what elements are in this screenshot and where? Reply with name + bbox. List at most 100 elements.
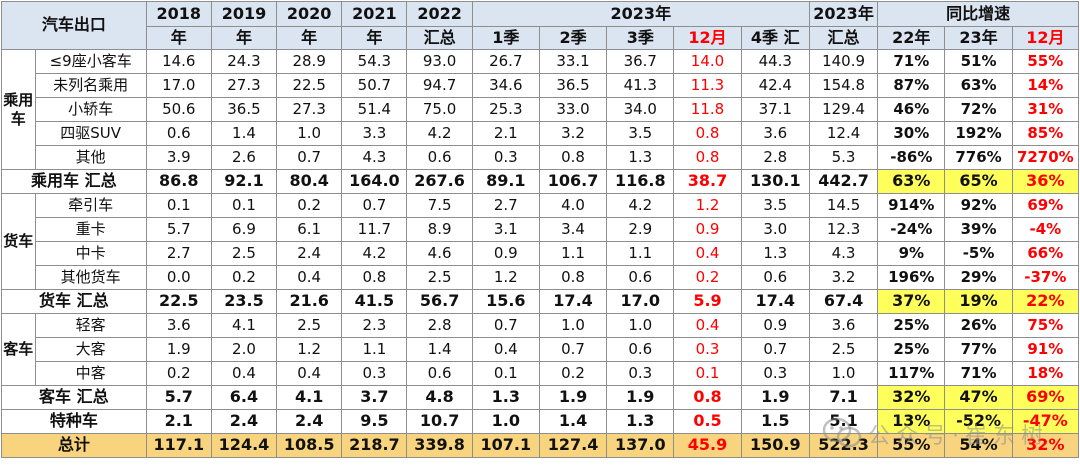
yoy-cell: 31% <box>1011 97 1080 122</box>
cell: 3.7 <box>341 385 408 410</box>
cell: 130.1 <box>740 169 810 194</box>
cell: 15.6 <box>471 289 540 314</box>
cell: 2.3 <box>341 313 408 338</box>
yoy-cell: -47% <box>1011 409 1080 434</box>
year-2021-top: 2021 <box>341 1 408 27</box>
yoy-cell: 19% <box>944 289 1013 314</box>
yoy-cell: 85% <box>1011 121 1080 146</box>
cell: 4.2 <box>606 193 675 218</box>
cell: 2.1 <box>471 121 540 146</box>
cell: 11.8 <box>673 97 742 122</box>
cell: 17.4 <box>740 289 810 314</box>
yoy-cell: -5% <box>944 241 1013 266</box>
group-label: 货车 <box>1 193 36 290</box>
cell: 7.5 <box>406 193 473 218</box>
cell: 0.6 <box>606 265 675 290</box>
cell: 0.9 <box>471 241 540 266</box>
cell: 33.0 <box>538 97 608 122</box>
cell: 3.2 <box>538 121 608 146</box>
cell: 3.5 <box>740 193 810 218</box>
cell: 36.7 <box>606 49 675 74</box>
cell: 3.2 <box>808 265 879 290</box>
cell: 1.4 <box>210 121 278 146</box>
quarter-q2: 2季 <box>538 26 608 50</box>
cell: 17.4 <box>538 289 608 314</box>
export-table: 汽车出口 2018 2019 2020 2021 2022 2023年 2023… <box>1 1 1080 458</box>
quarter-q1: 1季 <box>471 26 540 50</box>
yoy-cell: 18% <box>1011 361 1080 386</box>
cell: 0.1 <box>673 361 742 386</box>
cell: 0.0 <box>145 265 212 290</box>
yoy-cell: 54% <box>944 433 1013 458</box>
yoy-23: 23年 <box>944 26 1013 50</box>
yoy-22: 22年 <box>877 26 946 50</box>
group-label: 客车 <box>1 313 36 386</box>
yoy-cell: -4% <box>1011 217 1080 242</box>
cell: 267.6 <box>406 169 473 194</box>
cell: 6.9 <box>210 217 278 242</box>
cell: 36.5 <box>538 73 608 98</box>
quarter-q4: 4季 汇 <box>740 26 810 50</box>
row-label: 小轿车 <box>34 97 147 122</box>
year-2019-top: 2019 <box>210 1 278 27</box>
cell: 94.7 <box>406 73 473 98</box>
yoy-cell: 47% <box>944 385 1013 410</box>
header-row-1: 汽车出口 2018 2019 2020 2021 2022 2023年 2023… <box>1 1 1079 50</box>
yoy-cell: 69% <box>1011 193 1080 218</box>
cell: 107.1 <box>471 433 540 458</box>
cell: 27.3 <box>276 97 343 122</box>
row-label: 未列名乘用 <box>34 73 147 98</box>
cell: 51.4 <box>341 97 408 122</box>
cell: 0.1 <box>210 193 278 218</box>
yoy-cell: 39% <box>944 217 1013 242</box>
cell: 150.9 <box>740 433 810 458</box>
cell: 0.3 <box>740 361 810 386</box>
yoy-cell: 196% <box>877 265 946 290</box>
table-row: 其他 3.9 2.6 0.7 4.3 0.6 0.3 0.8 1.3 0.8 2.8 5.3 -86% 7… <box>2 145 1080 170</box>
cell: 0.7 <box>341 193 408 218</box>
table-row: 小轿车 50.6 36.5 27.3 51.4 75.0 25.3 33.0 34.0 11.8 3… <box>2 97 1080 122</box>
cell: 1.5 <box>740 409 810 434</box>
yoy-cell: 776% <box>944 145 1013 170</box>
cell: 4.1 <box>276 385 343 410</box>
cell: 2.5 <box>210 241 278 266</box>
yoy-cell: -37% <box>1011 265 1080 290</box>
yoy-cell: 29% <box>944 265 1013 290</box>
cell: 4.6 <box>406 241 473 266</box>
cell: 2.8 <box>740 145 810 170</box>
cell: 0.3 <box>341 361 408 386</box>
cell: 22.5 <box>276 73 343 98</box>
cell: 3.9 <box>145 145 212 170</box>
cell: 0.8 <box>538 145 608 170</box>
cell: 22.5 <box>145 289 212 314</box>
cell: 3.6 <box>145 313 212 338</box>
table-row: 客车 轻客 3.6 4.1 2.5 2.3 2.8 0.7 1.0 1.0 0.4 0.9 3.6 25%… <box>1 313 1080 386</box>
year-2023-header: 2023年 <box>471 1 810 27</box>
cell: 140.9 <box>808 49 879 74</box>
cell: 1.0 <box>808 361 879 386</box>
cell: 1.2 <box>471 265 540 290</box>
cell: 1.3 <box>471 385 540 410</box>
cell: 50.6 <box>145 97 212 122</box>
yoy-cell: 46% <box>877 97 946 122</box>
row-label: 其他货车 <box>34 265 147 290</box>
cell: 5.3 <box>808 145 879 170</box>
yoy-cell: -86% <box>877 145 946 170</box>
cell: 3.4 <box>538 217 608 242</box>
cell: 108.5 <box>276 433 343 458</box>
cell: 4.3 <box>808 241 879 266</box>
cell: 44.3 <box>740 49 810 74</box>
cell: 2.9 <box>606 217 675 242</box>
cell: 2.4 <box>210 409 278 434</box>
cell: 1.4 <box>406 337 473 362</box>
table-row: 货车 牵引车 0.1 0.1 0.2 0.7 7.5 2.7 4.0 4.2 1.2 3.5 14.5 9… <box>1 193 1080 290</box>
row-label: 其他 <box>34 145 147 170</box>
yoy-cell: 72% <box>944 97 1013 122</box>
table-row: 大客 1.9 2.0 1.2 1.1 1.4 0.4 0.7 0.6 0.3 0.7 2.5 25% 77… <box>2 337 1080 362</box>
cell: 38.7 <box>673 169 742 194</box>
cell: 0.2 <box>210 265 278 290</box>
cell: 0.5 <box>673 409 742 434</box>
cell: 522.3 <box>808 433 879 458</box>
cell: 2.5 <box>406 265 473 290</box>
cell: 339.8 <box>406 433 473 458</box>
